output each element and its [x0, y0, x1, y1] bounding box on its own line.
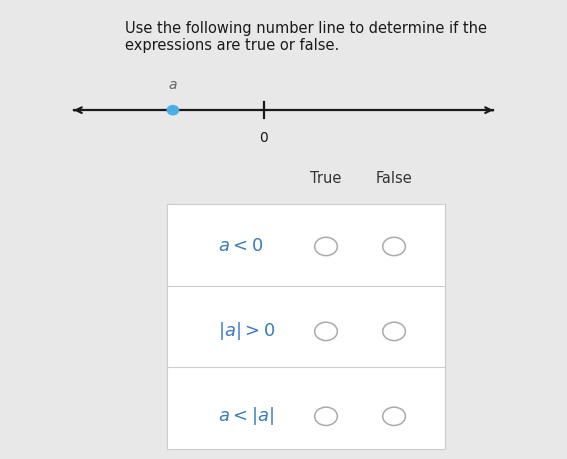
Text: False: False: [376, 171, 412, 186]
FancyBboxPatch shape: [167, 204, 445, 449]
Text: 0: 0: [259, 131, 268, 145]
Text: a: a: [169, 78, 177, 92]
Text: Use the following number line to determine if the
expressions are true or false.: Use the following number line to determi…: [125, 21, 486, 53]
Circle shape: [167, 106, 179, 115]
Text: $a < 0$: $a < 0$: [218, 237, 264, 256]
Text: $a < |a|$: $a < |a|$: [218, 405, 274, 427]
Text: True: True: [310, 171, 342, 186]
Text: $|a| > 0$: $|a| > 0$: [218, 320, 276, 342]
